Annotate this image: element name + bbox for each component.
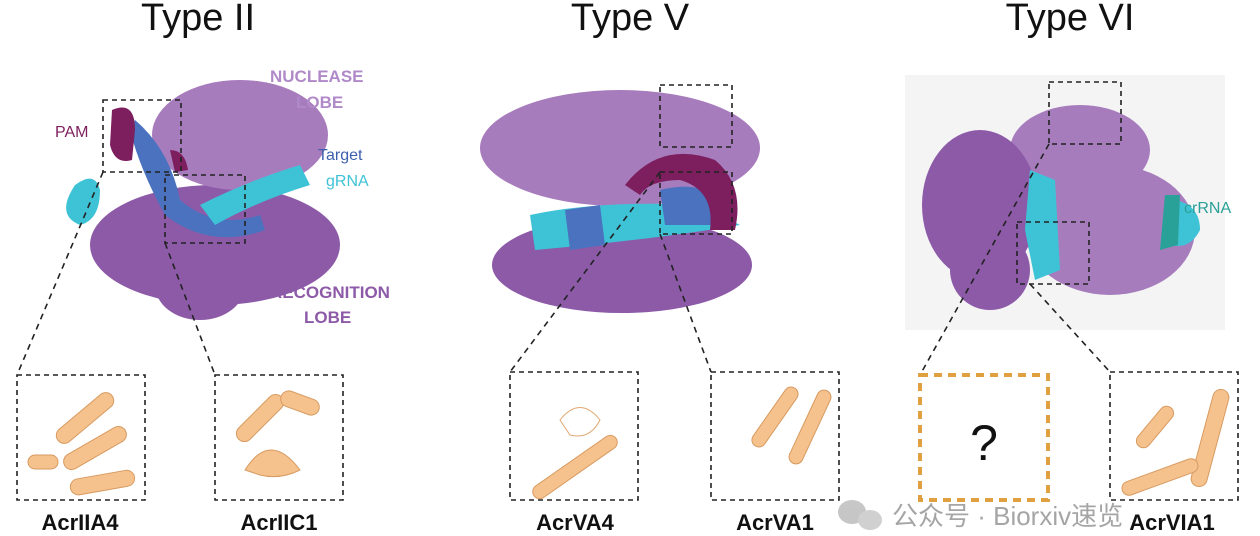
annotation: LOBE xyxy=(296,93,343,112)
watermark: 公众号 · Biorxiv速览 xyxy=(892,501,1123,531)
zoom-box xyxy=(659,171,733,235)
inset-box xyxy=(16,374,146,501)
panel-title: Type II xyxy=(141,0,255,39)
inset-box xyxy=(509,371,639,501)
inset-label: AcrVA1 xyxy=(736,510,814,535)
connector xyxy=(164,242,216,376)
inset-label: AcrIIA4 xyxy=(41,510,119,535)
question-mark: ? xyxy=(970,415,998,471)
inset-box xyxy=(710,371,840,501)
structure-inset xyxy=(1121,388,1230,496)
zoom-box xyxy=(164,174,246,244)
inset-box xyxy=(1109,371,1239,501)
connector xyxy=(1029,283,1111,373)
structure-inset xyxy=(751,386,832,465)
zoom-box xyxy=(659,84,733,148)
unknown-box xyxy=(918,373,1050,502)
annotation: NUCLEASE xyxy=(270,67,364,86)
protein-type6 xyxy=(905,75,1225,330)
structure-inset xyxy=(235,390,320,478)
inset-label: AcrVIA1 xyxy=(1129,510,1215,535)
panel-title: Type VI xyxy=(1006,0,1135,39)
connector xyxy=(919,143,1050,376)
connector xyxy=(659,233,712,373)
inset-label: AcrIIC1 xyxy=(240,510,317,535)
connector xyxy=(16,171,104,376)
panel-title: Type V xyxy=(571,0,690,39)
inset-box xyxy=(214,374,344,501)
annotation: gRNA xyxy=(326,173,369,190)
structure-inset xyxy=(532,407,618,500)
annotation: LOBE xyxy=(304,308,351,327)
annotation: Target xyxy=(318,147,363,164)
zoom-box xyxy=(1016,221,1090,285)
annotation: PAM xyxy=(55,124,88,141)
structure-inset xyxy=(27,392,136,496)
zoom-box xyxy=(102,99,182,173)
annotation: RECOGNITION xyxy=(270,283,390,302)
inset-label: AcrVA4 xyxy=(536,510,615,535)
connector xyxy=(509,171,661,373)
watermark-icon xyxy=(838,500,882,530)
protein-type2 xyxy=(66,80,340,320)
protein-type5 xyxy=(480,90,760,313)
zoom-box xyxy=(1048,81,1122,145)
annotation: crRNA xyxy=(1184,200,1231,217)
